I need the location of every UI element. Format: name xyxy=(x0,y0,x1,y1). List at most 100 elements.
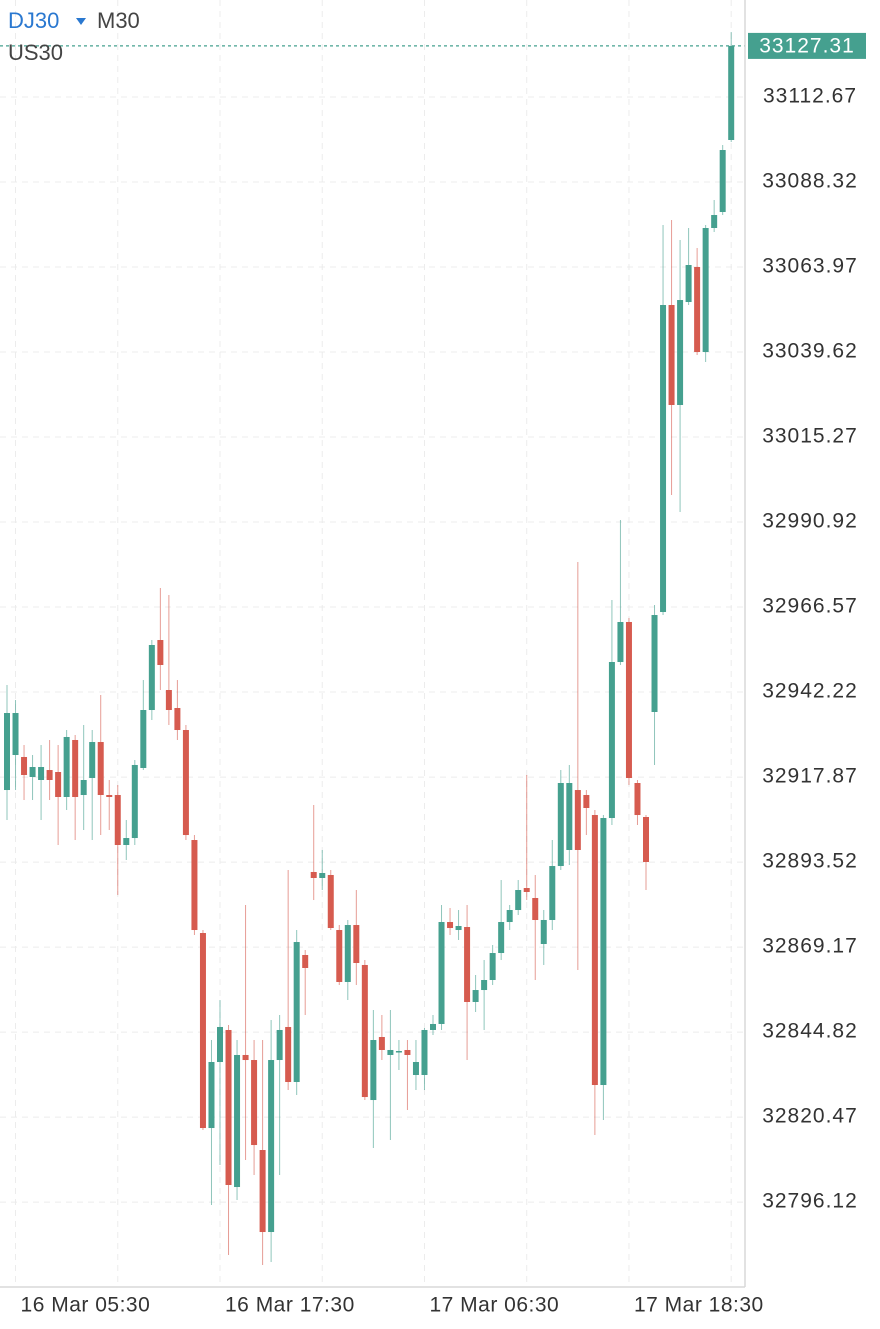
y-tick-label: 32942.22 xyxy=(762,680,858,703)
candle-body xyxy=(72,739,79,798)
candle-body xyxy=(608,662,615,819)
candle-body xyxy=(89,742,96,779)
candle-body xyxy=(447,922,454,929)
candle-body xyxy=(140,710,147,768)
candle-body xyxy=(157,640,164,666)
candle-body xyxy=(29,767,36,777)
candle-body xyxy=(625,621,632,779)
candle-body xyxy=(489,953,496,980)
y-tick-label: 32917.87 xyxy=(762,765,858,788)
candle-body xyxy=(685,265,692,303)
candle-body xyxy=(694,266,701,352)
y-tick-label: 32869.17 xyxy=(762,935,858,958)
candle-body xyxy=(515,890,522,911)
y-tick-label: 32966.57 xyxy=(762,595,858,618)
candle-body xyxy=(217,1026,223,1063)
candle-body xyxy=(728,45,735,140)
candle-body xyxy=(395,1051,402,1053)
candle-body xyxy=(208,1062,215,1129)
labels: 33112.67 33088.32 33063.97 33039.62 33015.27… xyxy=(21,32,866,1317)
y-tick-label: 32820.47 xyxy=(762,1105,858,1128)
y-tick-label: 32796.12 xyxy=(762,1190,858,1213)
candle-body xyxy=(285,1026,292,1083)
candle-body xyxy=(353,925,360,963)
candle-body xyxy=(677,300,684,405)
candle-body xyxy=(12,713,19,756)
candle-body xyxy=(242,1054,249,1061)
candle-body xyxy=(55,772,62,798)
candle-body xyxy=(583,795,590,808)
candle-body xyxy=(438,922,445,1024)
candle-body xyxy=(106,795,113,798)
y-tick-label: 33112.67 xyxy=(763,85,857,108)
candle-body xyxy=(549,866,556,920)
candle-body xyxy=(455,925,462,931)
candle-body xyxy=(276,1029,283,1061)
x-tick-label: 17 Mar 06:30 xyxy=(429,1294,559,1317)
candle-body xyxy=(464,927,471,1002)
x-tick-label: 16 Mar 05:30 xyxy=(21,1294,151,1317)
candle-body xyxy=(668,305,675,405)
candle-body xyxy=(600,818,607,1086)
candle-body xyxy=(225,1029,232,1185)
y-tick-label: 33063.97 xyxy=(762,255,858,278)
candle-body xyxy=(370,1040,377,1101)
candle-body xyxy=(481,979,488,991)
candle-body xyxy=(319,872,326,878)
candle-body xyxy=(540,919,547,945)
y-tick-label: 32844.82 xyxy=(762,1020,858,1043)
candle-body xyxy=(651,615,658,712)
candle-body xyxy=(46,770,53,780)
candle-body xyxy=(566,783,573,850)
candle-body xyxy=(268,1060,275,1233)
grid xyxy=(0,0,745,1287)
instrument-name: US30 xyxy=(8,40,63,65)
candle-body xyxy=(532,897,539,920)
interval[interactable]: M30 xyxy=(97,8,140,33)
candle-body xyxy=(293,942,300,1083)
candle-body xyxy=(506,910,513,923)
candle-body xyxy=(523,888,530,892)
candle-body xyxy=(702,227,709,352)
candle-body xyxy=(344,925,351,982)
candle-body xyxy=(387,1049,394,1055)
candle-body xyxy=(310,871,317,878)
candle-body xyxy=(38,767,45,780)
y-tick-label: 33039.62 xyxy=(762,340,858,363)
candle-body xyxy=(472,990,479,1002)
y-tick-label: 32893.52 xyxy=(762,850,858,873)
candle-body xyxy=(182,730,189,836)
candle-body xyxy=(148,645,155,711)
candle-body xyxy=(643,817,649,863)
y-tick-label: 32990.92 xyxy=(762,510,858,533)
candle-body xyxy=(336,930,343,982)
candle-body xyxy=(711,215,718,228)
candle-body xyxy=(114,795,121,846)
candle-body xyxy=(63,736,70,798)
candle-body xyxy=(199,933,206,1129)
candle-body xyxy=(421,1029,428,1075)
x-tick-label: 16 Mar 17:30 xyxy=(225,1294,355,1317)
candle-body xyxy=(617,621,624,663)
candle-body xyxy=(327,874,334,929)
candle-body xyxy=(131,764,138,839)
candle-body xyxy=(404,1049,411,1055)
candle-body xyxy=(80,779,87,796)
candle-body xyxy=(97,742,104,796)
candle-body xyxy=(234,1054,241,1188)
symbol[interactable]: DJ30 xyxy=(8,8,59,33)
symbol-dropdown-icon[interactable] xyxy=(76,18,86,25)
candle-body xyxy=(660,305,667,613)
candles xyxy=(4,32,735,1266)
last-price-box xyxy=(748,32,866,59)
candle-body xyxy=(174,708,181,731)
x-tick-label: 17 Mar 18:30 xyxy=(634,1294,764,1317)
candle-body xyxy=(21,756,28,776)
candle-body xyxy=(302,955,309,968)
y-tick-label: 33015.27 xyxy=(762,425,858,448)
candle-body xyxy=(498,922,505,954)
candle-body xyxy=(574,790,581,850)
candle-body xyxy=(165,690,172,711)
